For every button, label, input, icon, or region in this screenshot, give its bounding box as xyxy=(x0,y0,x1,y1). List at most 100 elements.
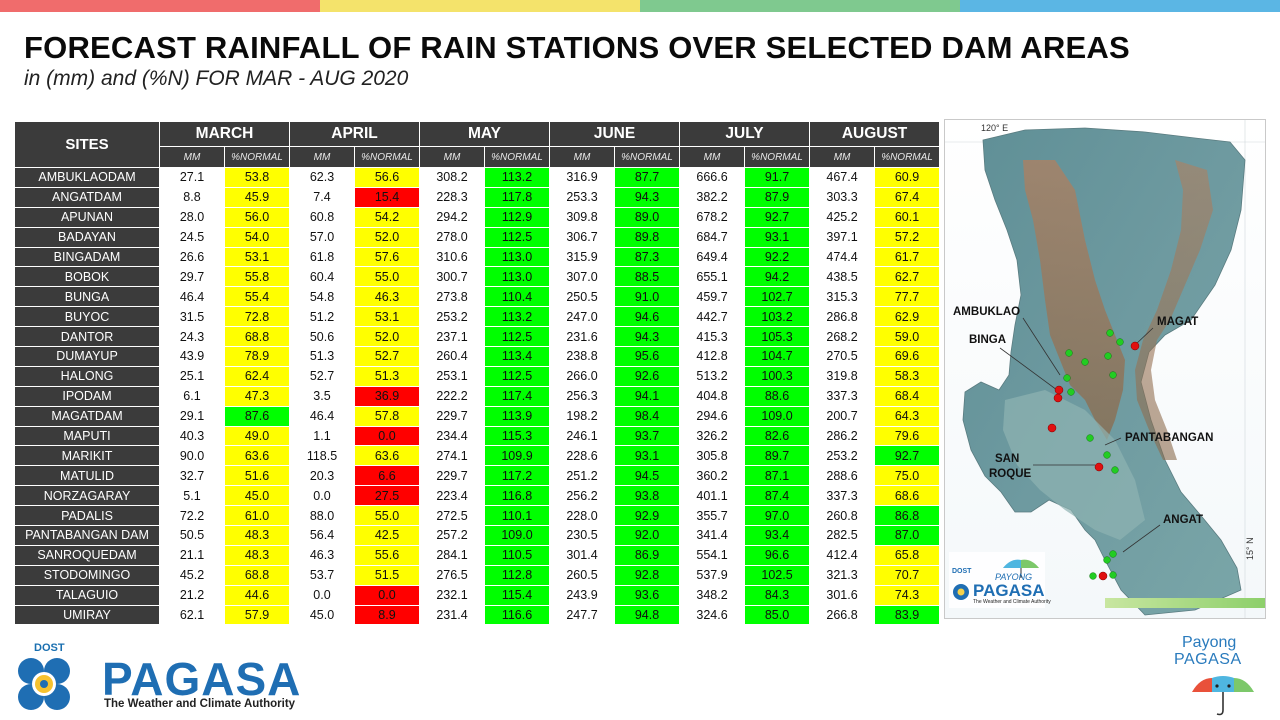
site-name: BINGADAM xyxy=(14,246,160,268)
rainfall-mm-cell: 46.3 xyxy=(289,544,355,566)
payong-pagasa-word: PAGASA xyxy=(1174,651,1242,668)
rainfall-mm-cell: 537.9 xyxy=(679,564,746,586)
percent-normal-cell: 102.5 xyxy=(744,564,811,586)
inset-tagline: The Weather and Climate Authority xyxy=(973,599,1051,605)
table-row: DUMAYUP 43.9 78.9 51.3 52.7 260.4 113.4 238.8 95… xyxy=(14,346,941,367)
percent-normal-cell: 102.7 xyxy=(744,286,811,308)
percent-normal-cell: 117.8 xyxy=(484,186,550,208)
percent-normal-cell: 85.0 xyxy=(744,604,811,626)
pantabangan-dam-marker xyxy=(1094,462,1104,472)
rainfall-mm-cell: 415.3 xyxy=(679,326,746,348)
percent-normal-cell: 54.0 xyxy=(224,226,290,248)
page-title: FORECAST RAINFALL OF RAIN STATIONS OVER … xyxy=(24,30,1130,65)
percent-normal-cell: 59.0 xyxy=(874,326,941,348)
cordillera-range xyxy=(1023,160,1125,440)
longitude-label: 120° E xyxy=(981,123,1009,133)
percent-normal-cell: 55.6 xyxy=(354,544,420,566)
rainfall-mm-cell: 459.7 xyxy=(679,286,746,308)
percent-normal-cell: 60.9 xyxy=(874,167,941,188)
percent-normal-cell: 8.9 xyxy=(354,604,420,626)
percent-normal-cell: 51.6 xyxy=(224,465,290,487)
band-red xyxy=(0,0,320,12)
percent-normal-cell: 94.6 xyxy=(613,306,681,328)
rainfall-mm-cell: 256.3 xyxy=(549,385,615,407)
rainfall-mm-cell: 237.1 xyxy=(419,326,485,348)
month-header: AUGUST xyxy=(809,121,941,147)
percent-normal-cell: 47.3 xyxy=(224,385,290,407)
percent-normal-cell: 116.6 xyxy=(484,604,550,626)
map-label-binga: BINGA xyxy=(969,334,1007,346)
percent-normal-cell: 98.4 xyxy=(613,405,681,427)
rainfall-mm-cell: 282.5 xyxy=(809,525,876,546)
unit-header-row: MM %NORMAL MM %NORMAL MM %NORMAL MM %NORMAL MM %N… xyxy=(15,146,941,168)
percent-normal-cell: 51.3 xyxy=(354,365,420,387)
rainfall-mm-cell: 247.7 xyxy=(549,604,615,626)
percent-normal-cell: 53.1 xyxy=(224,246,290,268)
map-label-magat: MAGAT xyxy=(1157,316,1199,328)
inset-pagasa: PAGASA xyxy=(973,581,1045,600)
rainfall-mm-cell: 21.2 xyxy=(159,584,225,606)
percent-normal-cell: 87.7 xyxy=(613,167,681,188)
site-name: APUNAN xyxy=(14,206,160,228)
rainfall-mm-cell: 72.2 xyxy=(159,505,225,527)
rainfall-mm-cell: 222.2 xyxy=(419,385,485,407)
percent-normal-cell: 91.7 xyxy=(744,167,811,188)
percent-normal-cell: 83.9 xyxy=(874,604,941,626)
rainfall-mm-cell: 315.9 xyxy=(549,246,615,268)
rain-station-marker xyxy=(1067,388,1075,396)
rainfall-mm-cell: 0.0 xyxy=(289,485,355,507)
rain-station-markers xyxy=(1063,329,1124,580)
percent-normal-cell: 112.5 xyxy=(484,365,550,387)
percent-normal-cell: 92.6 xyxy=(613,365,681,387)
rainfall-mm-cell: 43.9 xyxy=(159,346,225,367)
rain-station-marker xyxy=(1109,571,1117,579)
rainfall-mm-cell: 45.0 xyxy=(289,604,355,626)
percent-normal-cell: 87.3 xyxy=(613,246,681,268)
rainfall-mm-cell: 306.7 xyxy=(549,226,615,248)
percent-normal-cell: 67.4 xyxy=(874,186,941,208)
percent-normal-cell: 60.1 xyxy=(874,206,941,228)
percent-normal-cell: 94.3 xyxy=(613,326,681,348)
rainfall-mm-cell: 51.2 xyxy=(289,306,355,328)
percent-normal-cell: 112.5 xyxy=(484,226,550,248)
unit-header-percent-normal: %NORMAL xyxy=(354,146,420,168)
rainfall-mm-cell: 276.5 xyxy=(419,564,485,586)
rain-station-marker xyxy=(1106,329,1114,337)
percent-normal-cell: 87.0 xyxy=(874,525,941,546)
percent-normal-cell: 94.8 xyxy=(613,604,681,626)
rain-station-marker xyxy=(1109,371,1117,379)
rainfall-mm-cell: 253.2 xyxy=(809,445,876,467)
rainfall-mm-cell: 412.4 xyxy=(809,544,876,566)
percent-normal-cell: 46.3 xyxy=(354,286,420,308)
table-row: MAGATDAM 29.1 87.6 46.4 57.8 229.7 113.9 198.2 9… xyxy=(14,405,941,427)
percent-normal-cell: 110.5 xyxy=(484,544,550,566)
unit-header-mm: MM xyxy=(289,146,355,168)
site-name: AMBUKLAODAM xyxy=(14,167,160,188)
table-row: BADAYAN 24.5 54.0 57.0 52.0 278.0 112.5 306.7 89… xyxy=(14,226,941,248)
rainfall-mm-cell: 324.6 xyxy=(679,604,746,626)
percent-normal-cell: 48.3 xyxy=(224,525,290,546)
month-header: MAY xyxy=(419,121,550,147)
percent-normal-cell: 62.7 xyxy=(874,266,941,288)
rainfall-mm-cell: 29.7 xyxy=(159,266,225,288)
rainfall-mm-cell: 56.4 xyxy=(289,525,355,546)
percent-normal-cell: 93.8 xyxy=(613,485,681,507)
percent-normal-cell: 109.9 xyxy=(484,445,550,467)
percent-normal-cell: 117.4 xyxy=(484,385,550,407)
rainfall-mm-cell: 684.7 xyxy=(679,226,746,248)
unit-header-mm: MM xyxy=(549,146,615,168)
unit-header-percent-normal: %NORMAL xyxy=(874,146,941,168)
rainfall-mm-cell: 46.4 xyxy=(289,405,355,427)
rainfall-mm-cell: 24.3 xyxy=(159,326,225,348)
binga-dam-marker xyxy=(1053,393,1063,403)
rainfall-mm-cell: 260.4 xyxy=(419,346,485,367)
percent-normal-cell: 78.9 xyxy=(224,346,290,367)
site-name: MAGATDAM xyxy=(14,405,160,427)
percent-normal-cell: 52.0 xyxy=(354,326,420,348)
rain-station-marker xyxy=(1089,572,1097,580)
percent-normal-cell: 57.6 xyxy=(354,246,420,268)
rainfall-mm-cell: 442.7 xyxy=(679,306,746,328)
month-header: JULY xyxy=(679,121,811,147)
percent-normal-cell: 62.4 xyxy=(224,365,290,387)
rainfall-mm-cell: 229.7 xyxy=(419,465,485,487)
